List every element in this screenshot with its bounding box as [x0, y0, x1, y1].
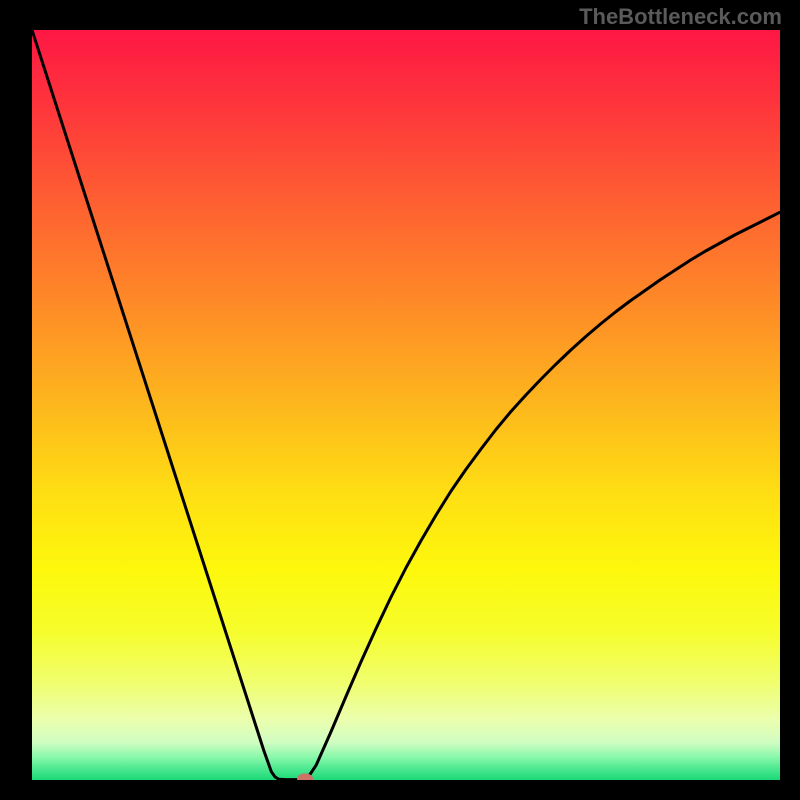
- chart-canvas: TheBottleneck.com: [0, 0, 800, 800]
- plot-svg: [32, 30, 780, 780]
- plot-background: [32, 30, 780, 780]
- watermark-text: TheBottleneck.com: [579, 4, 782, 30]
- plot-area: [32, 30, 780, 780]
